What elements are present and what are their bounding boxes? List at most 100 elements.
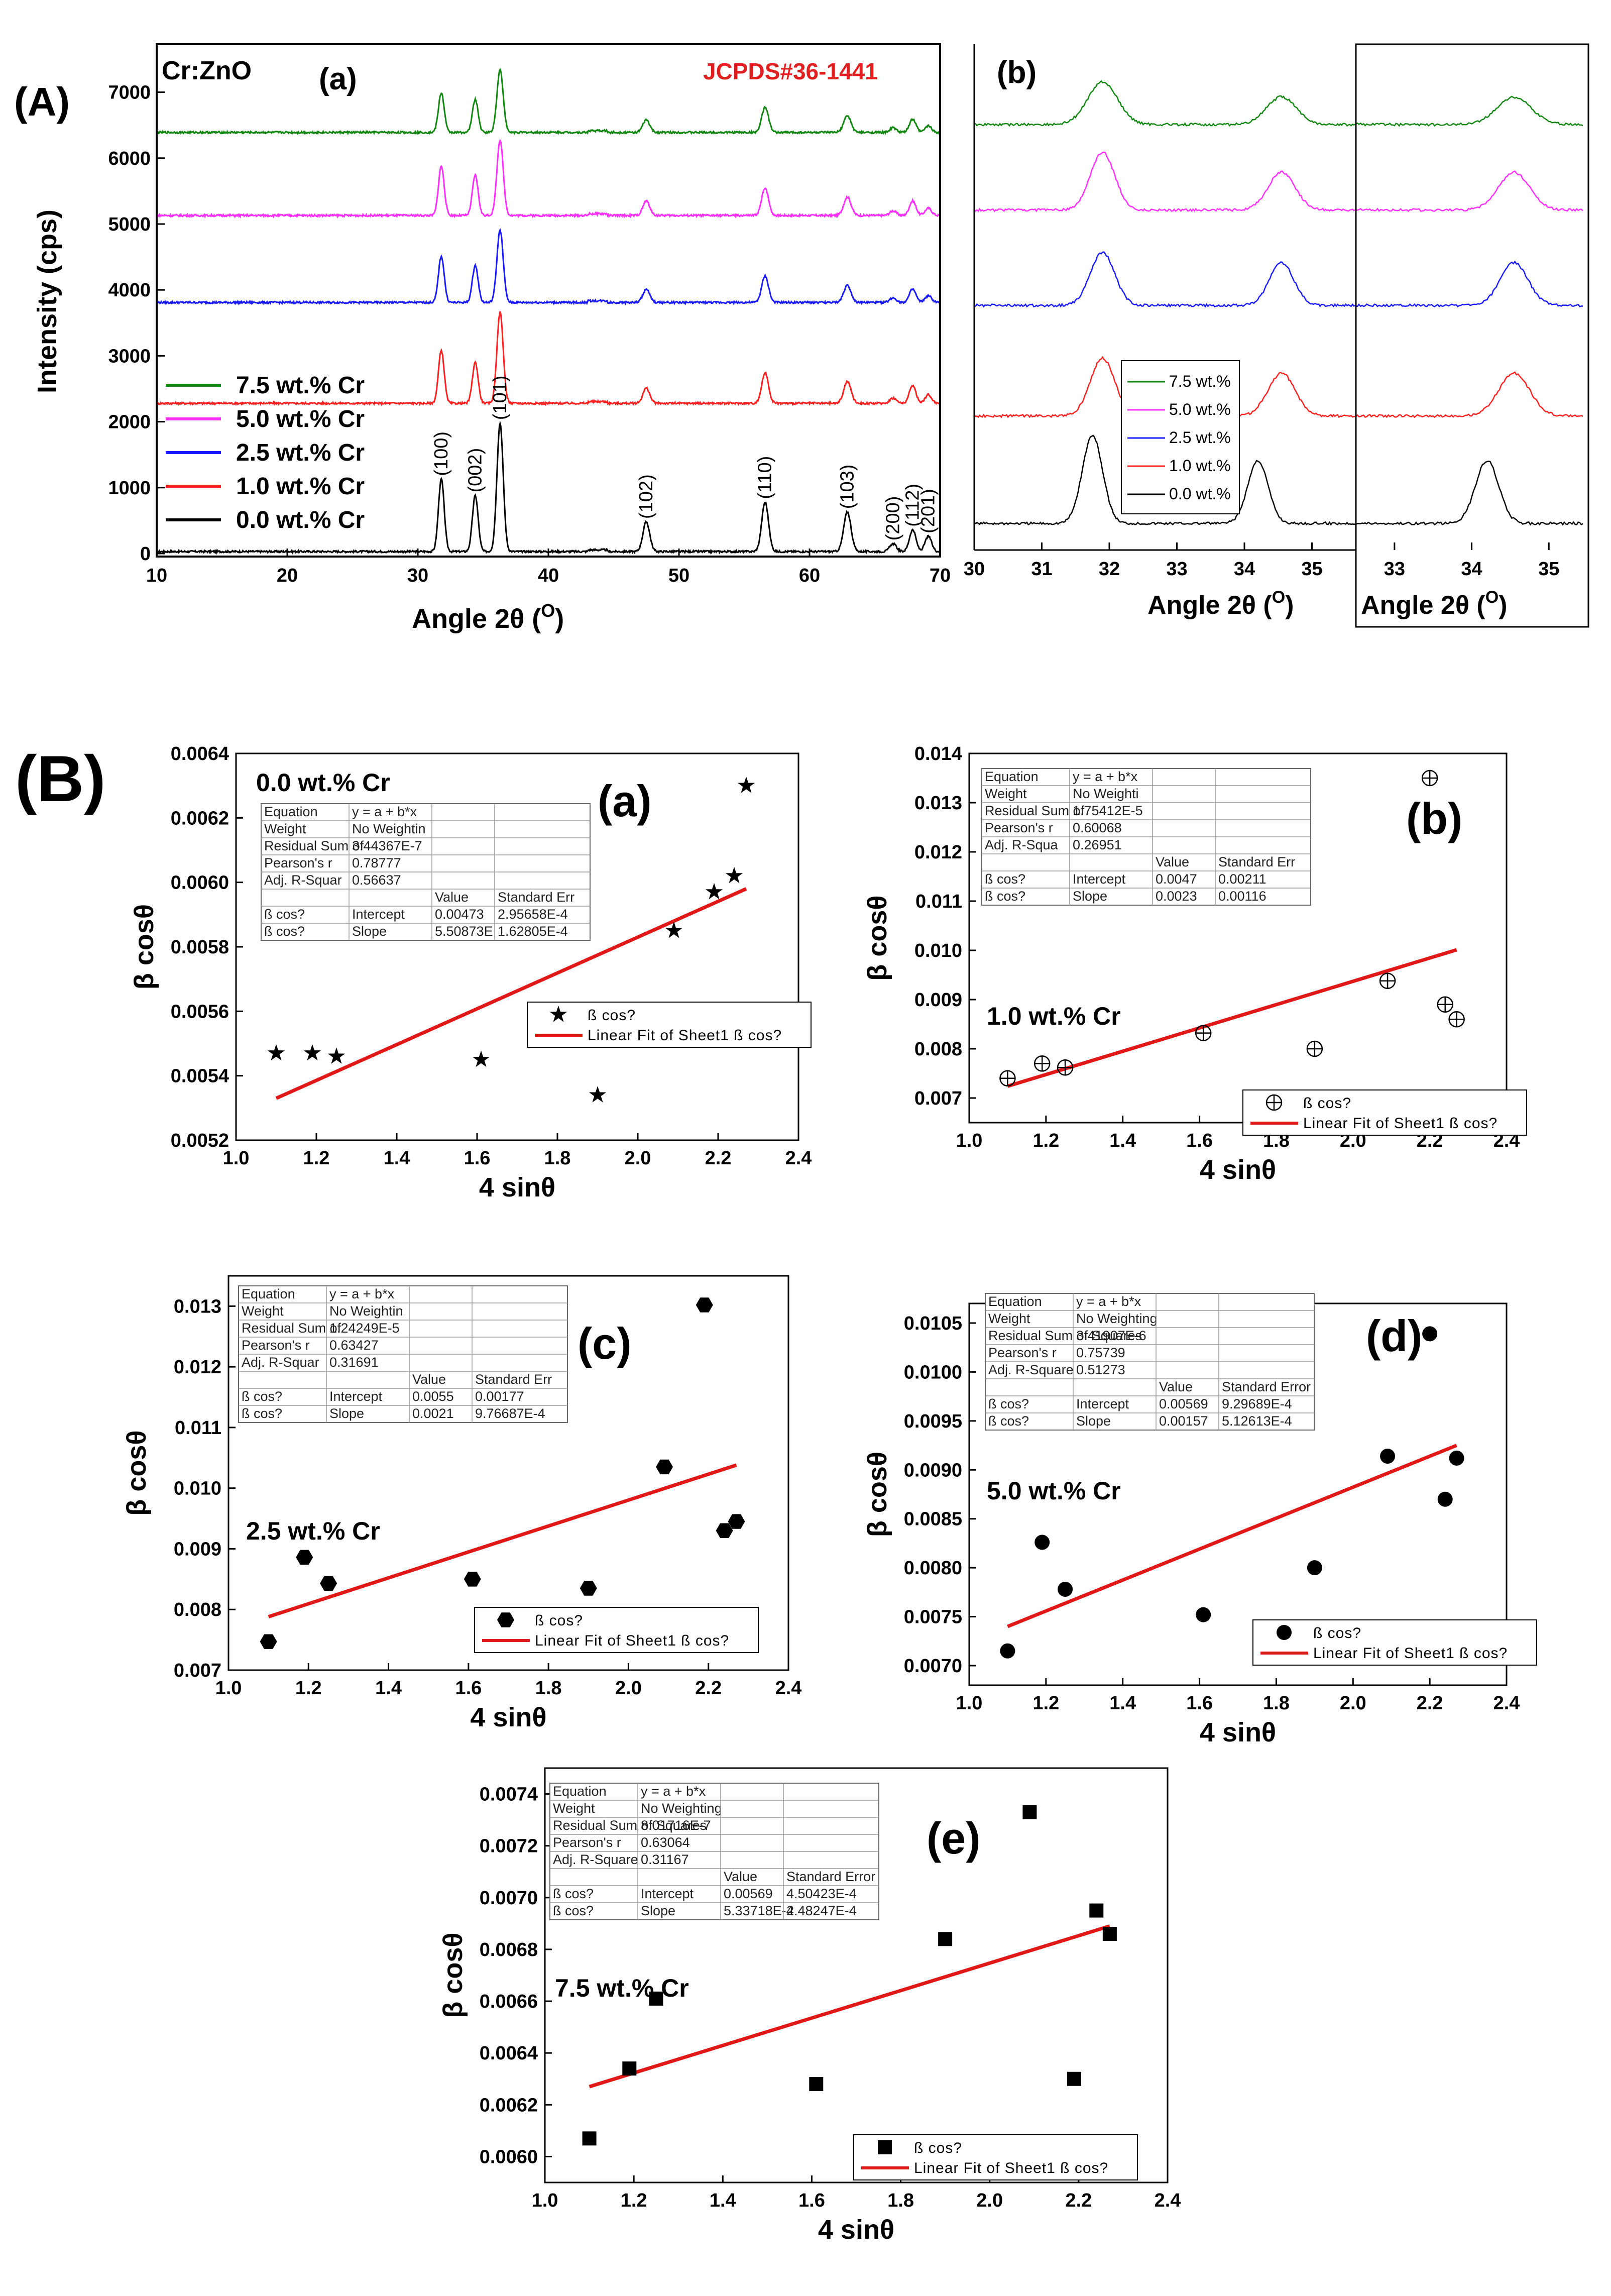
- data-point: [1057, 1059, 1074, 1076]
- table-cell: 0.31167: [641, 1852, 689, 1867]
- x-tick-label: 1.2: [295, 1678, 322, 1699]
- x-tick-label: 2.0: [625, 1148, 651, 1169]
- x-axis-label: 4 sinθ: [1200, 1717, 1276, 1747]
- plot-legend: ß cos? Linear Fit of Sheet1 ß cos?: [527, 1002, 812, 1048]
- data-point: [1306, 1040, 1323, 1057]
- x-tick-label: 2.2: [1417, 1693, 1443, 1714]
- xrd-panel-a: (A) 10 20 30 40 50 60 70 0 1000 2000 3000 4000 5000 6…: [14, 43, 951, 634]
- x-tick-label: 32: [1099, 559, 1120, 580]
- data-point: [1022, 1805, 1037, 1819]
- wh-plot-c: 1.0 1.2 1.4 1.6 1.8 2.0 2.2 2.4 0.007 0.008 0.009 0…: [122, 1275, 801, 1732]
- table-cell: Equation: [988, 1294, 1042, 1309]
- x-tick-label: 1.6: [1186, 1693, 1213, 1714]
- x-tick-label: 2.0: [615, 1678, 642, 1699]
- table-cell: 1.62805E-4: [498, 924, 568, 939]
- y-tick-label: 0.0060: [480, 2146, 538, 2167]
- legend-label: 2.5 wt.% Cr: [236, 440, 365, 466]
- data-point: [656, 1459, 673, 1475]
- y-tick-label: 0.007: [914, 1088, 962, 1109]
- legend-label: ß cos?: [588, 1007, 636, 1024]
- table-cell: Pearson's r: [553, 1835, 621, 1850]
- table-cell: 0.63427: [329, 1338, 379, 1353]
- y-tick-label: 0.0052: [171, 1130, 229, 1151]
- inset-pattern-5-0-wt-: [1355, 170, 1583, 212]
- data-point: [1437, 1491, 1453, 1507]
- table-cell: 3.41907E-6: [1076, 1328, 1146, 1343]
- x-tick-label: 1.0: [223, 1148, 250, 1169]
- linear-fit-line: [268, 1463, 737, 1619]
- y-tick-label: 0.009: [914, 990, 962, 1011]
- data-point: [260, 1634, 277, 1649]
- table-cell: 5.12613E-4: [1222, 1413, 1292, 1429]
- section-label-b: (B): [15, 742, 105, 815]
- legend-label: Linear Fit of Sheet1 ß cos?: [535, 1632, 729, 1649]
- legend-label: 0.0 wt.%: [1169, 485, 1231, 503]
- hkl-label: (200): [882, 496, 903, 541]
- x-tick-label: 34: [1461, 559, 1482, 580]
- legend-marker: [1265, 1094, 1283, 1111]
- x-tick-label: 1.2: [621, 2190, 647, 2211]
- x-tick-label: 1.6: [1186, 1130, 1213, 1151]
- x-tick-label: 30: [407, 565, 428, 586]
- table-cell: 0.00157: [1159, 1413, 1208, 1429]
- fit-statistics-table: Equation y = a + b*x Weight No Weighting Res…: [985, 1293, 1315, 1431]
- y-tick-label: 0.009: [174, 1539, 221, 1560]
- data-point: [809, 2077, 824, 2092]
- table-cell: ß cos?: [553, 1886, 594, 1901]
- x-tick-label: 1.6: [455, 1678, 482, 1699]
- y-tick-label: 0.0074: [480, 1784, 538, 1805]
- table-cell: Residual Sum of Squares: [553, 1818, 707, 1833]
- table-cell: y = a + b*x: [352, 804, 417, 819]
- data-point: [1421, 770, 1438, 787]
- hkl-label: (201): [918, 489, 939, 533]
- table-cell: 0.00177: [475, 1389, 524, 1404]
- y-tick-label: 0.014: [914, 743, 962, 764]
- x-tick-label: 60: [799, 565, 820, 586]
- plot-legend: ß cos? Linear Fit of Sheet1 ß cos?: [1242, 1089, 1527, 1136]
- table-cell: y = a + b*x: [1073, 769, 1138, 784]
- y-tick-label: 1000: [108, 478, 151, 499]
- y-tick-label: 0.0054: [171, 1066, 229, 1087]
- data-point: [1380, 1449, 1396, 1464]
- data-point: [1067, 2071, 1081, 2086]
- table-cell: Weight: [985, 786, 1027, 801]
- table-cell: 0.00473: [435, 907, 484, 922]
- panel-label: (c): [578, 1319, 632, 1368]
- x-tick-label: 1.4: [1109, 1130, 1136, 1151]
- zoom-pattern-5-0-wt-: [974, 151, 1356, 212]
- table-cell: ß cos?: [553, 1903, 594, 1918]
- data-point: [320, 1576, 337, 1591]
- panel-label: (b): [1406, 794, 1462, 843]
- x-tick-label: 10: [146, 565, 167, 586]
- y-tick-label: 0.0095: [904, 1411, 962, 1432]
- y-tick-label: 0.0105: [904, 1313, 962, 1334]
- inset-pattern-7-5-wt-: [1355, 95, 1583, 127]
- composition-label: 1.0 wt.% Cr: [987, 1002, 1121, 1030]
- fit-statistics-table: Equation y = a + b*x Weight No Weightin Resi…: [261, 803, 591, 941]
- y-tick-label: 0.0064: [171, 743, 229, 764]
- inset-pattern-1-0-wt-: [1355, 371, 1583, 418]
- table-cell: 3.44367E-7: [352, 838, 422, 853]
- xrd-pattern-0-0-wt-cr: [156, 420, 941, 555]
- x-tick-label: 1.2: [1032, 1693, 1059, 1714]
- y-tick-label: 0.0068: [480, 1939, 538, 1960]
- y-tick-label: 0.013: [174, 1296, 221, 1317]
- table-cell: Pearson's r: [264, 855, 332, 870]
- y-axis-label: β cosθ: [122, 1430, 152, 1515]
- composition-label: 2.5 wt.% Cr: [246, 1517, 380, 1545]
- y-tick-label: 0.0066: [480, 1991, 538, 2012]
- table-cell: No Weightin: [352, 821, 426, 836]
- legend-label: 5.0 wt.% Cr: [236, 406, 365, 432]
- table-cell: y = a + b*x: [1076, 1294, 1141, 1309]
- data-point: [938, 1932, 953, 1946]
- x-tick-label: 1.4: [1109, 1693, 1136, 1714]
- legend-label: Linear Fit of Sheet1 ß cos?: [914, 2160, 1108, 2176]
- x-tick-label: 33: [1384, 559, 1405, 580]
- table-cell: 0.0023: [1156, 889, 1197, 904]
- y-tick-label: 0.007: [174, 1660, 221, 1681]
- table-cell: Residual Sum of: [985, 803, 1085, 818]
- composition-label: 0.0 wt.% Cr: [256, 769, 390, 797]
- linear-fit-line: [275, 887, 747, 1100]
- xrd-a-ylabel: Intensity (cps): [32, 209, 62, 393]
- panel-label: (d): [1366, 1311, 1422, 1361]
